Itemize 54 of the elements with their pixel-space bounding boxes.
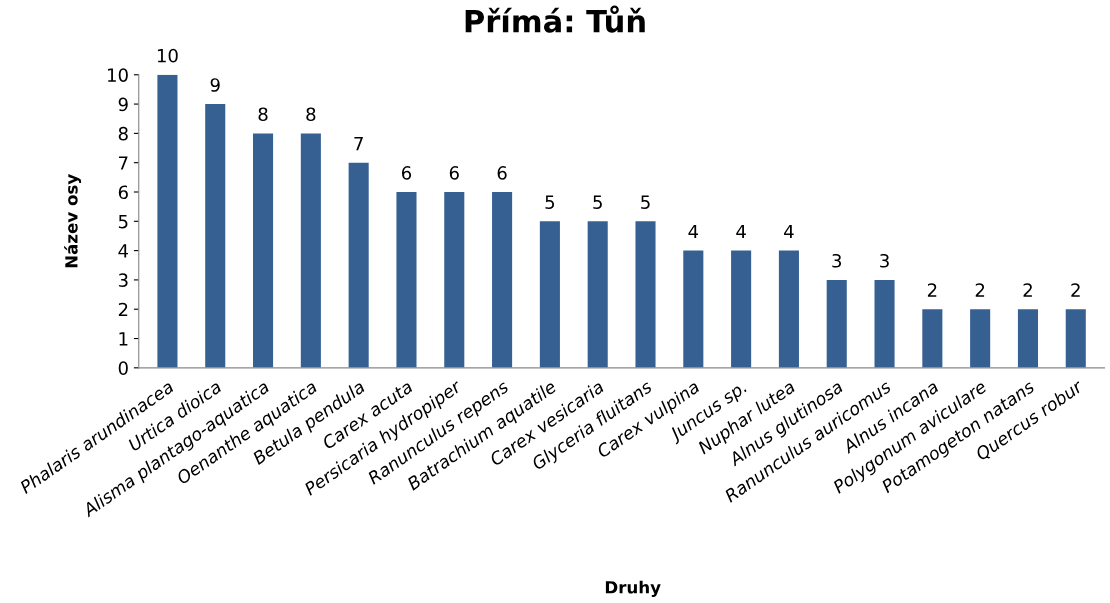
bar: [635, 221, 656, 368]
data-label: 6: [449, 166, 459, 180]
data-label: 2: [1023, 283, 1032, 297]
bar: [1017, 309, 1038, 368]
data-label: 6: [497, 166, 507, 180]
y-tick-label: 8: [118, 126, 128, 141]
x-axis-title: Druhy: [605, 580, 661, 597]
data-label: 9: [210, 78, 220, 92]
y-axis-title: Název osy: [64, 174, 82, 268]
bar: [348, 162, 369, 368]
bar: [778, 250, 799, 368]
y-tick-label: 5: [118, 215, 128, 229]
y-tick-label: 6: [118, 185, 128, 200]
data-label: 2: [975, 283, 985, 297]
bar: [205, 104, 226, 368]
y-tick-label: 0: [118, 361, 128, 375]
bar: [492, 192, 513, 368]
bar: [253, 133, 274, 368]
bar: [396, 192, 417, 368]
y-tick-label: 9: [118, 97, 128, 112]
bar: [874, 279, 895, 368]
data-label: 8: [258, 107, 268, 122]
y-tick-label: 3: [118, 273, 128, 288]
bar: [683, 250, 704, 368]
y-tick-label: 7: [119, 156, 128, 170]
y-tick-label: 1: [119, 332, 128, 346]
data-label: 3: [832, 253, 842, 268]
data-label: 6: [401, 166, 412, 180]
data-label: 10: [157, 48, 178, 63]
y-tick-label: 2: [118, 302, 128, 317]
chart-title: Přímá: Tůň: [465, 5, 645, 33]
data-label: 4: [688, 224, 699, 239]
data-label: 4: [784, 224, 794, 239]
data-label: 5: [545, 195, 555, 210]
bar: [731, 250, 752, 368]
bar: [444, 192, 465, 368]
data-label: 2: [927, 283, 937, 297]
bar: [587, 221, 608, 368]
y-tick-label: 4: [118, 244, 129, 258]
data-label: 3: [880, 253, 889, 268]
bar: [1065, 309, 1086, 368]
bar: [922, 309, 943, 368]
bar: [157, 74, 178, 368]
data-label: 7: [354, 136, 363, 151]
bar: [826, 279, 847, 368]
bar: [970, 309, 991, 368]
data-label: 5: [641, 195, 650, 210]
data-label: 4: [736, 224, 746, 239]
data-label: 2: [1071, 283, 1080, 297]
data-label: 5: [593, 195, 602, 210]
bar: [539, 221, 560, 368]
y-tick-label: 10: [108, 68, 128, 82]
bar: [300, 133, 321, 368]
data-label: 8: [306, 107, 316, 122]
